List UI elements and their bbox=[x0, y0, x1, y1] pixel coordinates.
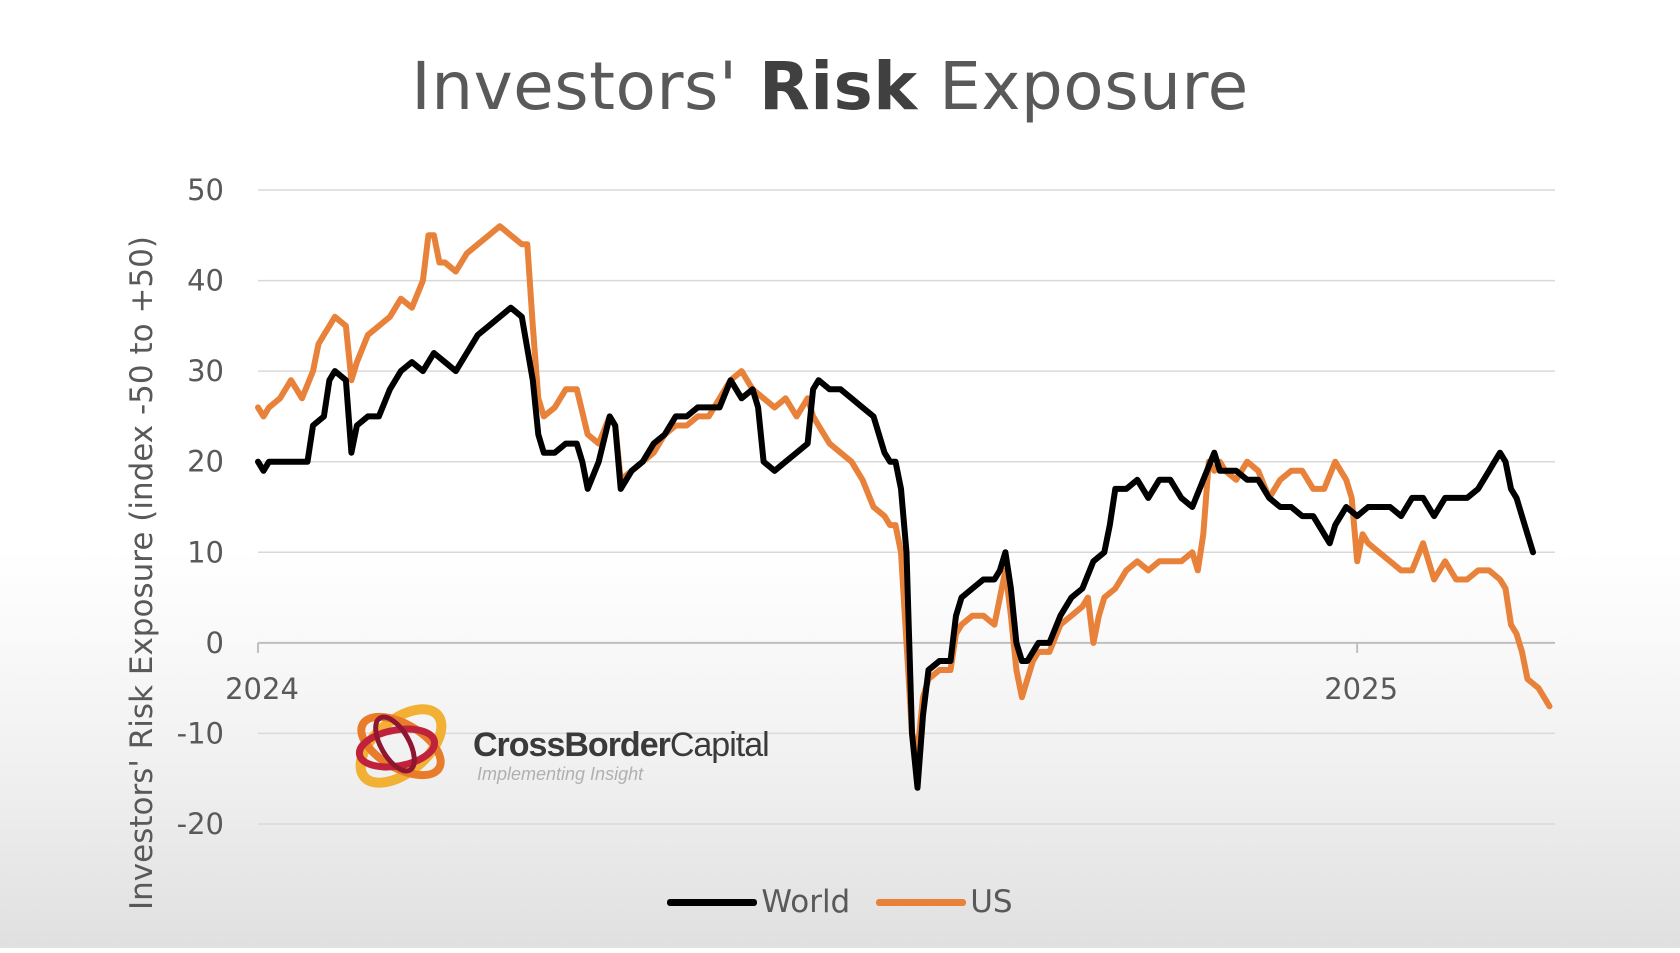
title-end: Exposure bbox=[939, 48, 1249, 125]
logo-name-bold: CrossBorder bbox=[473, 726, 671, 764]
title-regular: Investors' bbox=[411, 48, 738, 125]
y-tick-label: 10 bbox=[187, 535, 224, 569]
y-tick-label: 0 bbox=[206, 626, 224, 660]
title-bold: Risk bbox=[759, 48, 918, 125]
crossborder-capital-logo: CrossBorderCapital Implementing Insight bbox=[345, 690, 835, 805]
logo-tagline: Implementing Insight bbox=[477, 764, 644, 784]
y-axis-label: Investors' Risk Exposure (index -50 to +… bbox=[124, 236, 160, 910]
legend-label-world: World bbox=[761, 884, 851, 920]
chart-title: Investors' Risk Exposure bbox=[0, 48, 1660, 125]
y-tick-label: 30 bbox=[187, 354, 224, 388]
chart-legend: World US bbox=[0, 884, 1680, 920]
legend-item-us: US bbox=[876, 884, 1013, 920]
y-tick-label: 40 bbox=[187, 264, 224, 298]
legend-swatch-us bbox=[876, 898, 967, 906]
logo-name-regular: Capital bbox=[669, 726, 770, 764]
y-tick-label: 20 bbox=[187, 445, 224, 479]
logo-name: CrossBorderCapital bbox=[473, 726, 770, 765]
x-tick-label: 2024 bbox=[225, 672, 299, 706]
legend-item-world: World bbox=[667, 884, 850, 920]
x-tick-label: 2025 bbox=[1324, 672, 1398, 706]
series-line-world bbox=[255, 304, 1536, 791]
y-tick-label: -20 bbox=[177, 807, 224, 841]
y-tick-label: -10 bbox=[177, 716, 224, 750]
y-tick-label: 50 bbox=[187, 173, 224, 207]
swirl-logo-icon bbox=[355, 704, 447, 788]
legend-swatch-world bbox=[667, 898, 758, 906]
legend-label-us: US bbox=[970, 884, 1013, 920]
